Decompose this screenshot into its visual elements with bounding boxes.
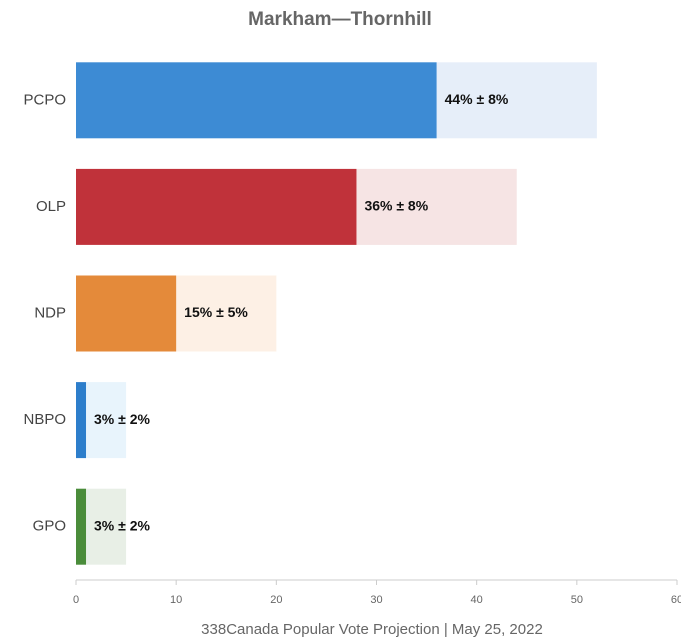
y-tick-label: GPO	[33, 518, 66, 535]
x-tick-label: 10	[170, 594, 182, 606]
value-label: 3% ± 2%	[94, 411, 150, 427]
y-tick-label: NDP	[34, 304, 66, 321]
x-tick-label: 50	[571, 594, 583, 606]
caption: 338Canada Popular Vote Projection | May …	[201, 621, 543, 638]
value-label: 15% ± 5%	[184, 304, 248, 320]
bar	[76, 62, 437, 139]
error-range	[176, 275, 277, 352]
bar	[76, 168, 357, 245]
error-range	[86, 488, 127, 565]
x-tick-label: 60	[671, 594, 681, 606]
value-label: 44% ± 8%	[445, 91, 509, 107]
y-tick-label: OLP	[36, 198, 66, 215]
y-tick-label: NBPO	[23, 411, 66, 428]
error-range	[436, 62, 597, 139]
y-tick-label: PCPO	[23, 91, 66, 108]
chart-title: Markham—Thornhill	[248, 9, 432, 30]
bar	[76, 382, 87, 459]
bar	[76, 275, 177, 352]
x-tick-label: 40	[471, 594, 483, 606]
x-tick-label: 20	[270, 594, 282, 606]
bar	[76, 488, 87, 565]
x-tick-label: 0	[73, 594, 79, 606]
value-label: 3% ± 2%	[94, 517, 150, 533]
error-range	[86, 382, 127, 459]
value-label: 36% ± 8%	[364, 198, 428, 214]
error-range	[356, 168, 517, 245]
x-tick-label: 30	[370, 594, 382, 606]
